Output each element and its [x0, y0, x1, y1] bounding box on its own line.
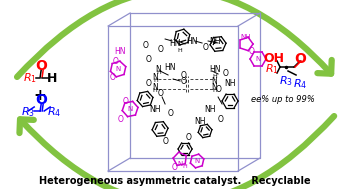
Text: NH: NH	[204, 105, 216, 114]
Text: NH: NH	[209, 36, 221, 46]
Text: NH: NH	[224, 80, 236, 88]
Text: O: O	[171, 163, 177, 171]
Text: OH: OH	[264, 53, 285, 66]
Text: H: H	[213, 88, 218, 94]
Text: N: N	[256, 56, 261, 62]
Text: O: O	[145, 54, 151, 64]
Text: N: N	[155, 64, 161, 74]
Text: H: H	[153, 88, 158, 94]
Text: NH: NH	[150, 105, 161, 114]
Text: O: O	[35, 93, 47, 107]
Text: O: O	[185, 132, 191, 142]
Text: O: O	[294, 52, 306, 66]
Text: O: O	[162, 136, 168, 146]
Text: Heterogeneous asymmetric catalyst.   Recyclable: Heterogeneous asymmetric catalyst. Recyc…	[39, 176, 311, 186]
Text: N: N	[152, 83, 158, 91]
Text: $R_1$: $R_1$	[265, 62, 279, 76]
Text: O: O	[215, 84, 221, 94]
Text: O: O	[112, 57, 118, 66]
Text: HN: HN	[186, 36, 198, 46]
Text: $R_3$: $R_3$	[279, 74, 293, 88]
Text: O: O	[180, 71, 186, 81]
Text: NH: NH	[241, 34, 251, 40]
Text: N: N	[211, 77, 217, 85]
Text: O: O	[122, 97, 128, 105]
Text: O: O	[109, 73, 115, 81]
Text: O: O	[167, 109, 173, 119]
Text: O: O	[249, 46, 255, 56]
Text: HN: HN	[114, 46, 126, 56]
Text: H: H	[157, 70, 161, 75]
Text: $R_4$: $R_4$	[293, 77, 307, 91]
Text: H: H	[154, 78, 159, 84]
Text: $R_3$: $R_3$	[21, 105, 35, 119]
FancyArrowPatch shape	[19, 116, 334, 189]
Text: HN: HN	[209, 64, 221, 74]
Text: NH: NH	[194, 116, 206, 125]
Text: O: O	[180, 77, 186, 87]
Text: N: N	[152, 73, 158, 81]
Text: H: H	[178, 49, 183, 53]
Text: N: N	[194, 158, 200, 164]
Text: N: N	[115, 66, 121, 72]
Text: HN: HN	[169, 40, 181, 49]
Text: H: H	[213, 74, 218, 80]
Text: O: O	[222, 70, 228, 78]
Text: HN: HN	[164, 63, 176, 71]
Text: $R_1$: $R_1$	[23, 71, 37, 85]
Text: O: O	[145, 80, 151, 88]
Text: O: O	[117, 115, 123, 123]
Text: N: N	[211, 83, 217, 91]
Text: O: O	[202, 43, 208, 51]
Text: ee% up to 99%: ee% up to 99%	[251, 94, 315, 104]
FancyArrowPatch shape	[17, 0, 332, 77]
Text: N: N	[127, 106, 133, 112]
Text: O: O	[217, 115, 223, 123]
Text: O: O	[142, 42, 148, 50]
Text: H: H	[47, 71, 57, 84]
Text: O: O	[157, 90, 163, 98]
Text: O: O	[157, 44, 163, 53]
Text: H: H	[183, 164, 187, 170]
Text: N: N	[178, 161, 183, 167]
Text: $R_4$: $R_4$	[47, 105, 61, 119]
Text: O: O	[35, 59, 47, 73]
Text: +: +	[34, 88, 47, 102]
